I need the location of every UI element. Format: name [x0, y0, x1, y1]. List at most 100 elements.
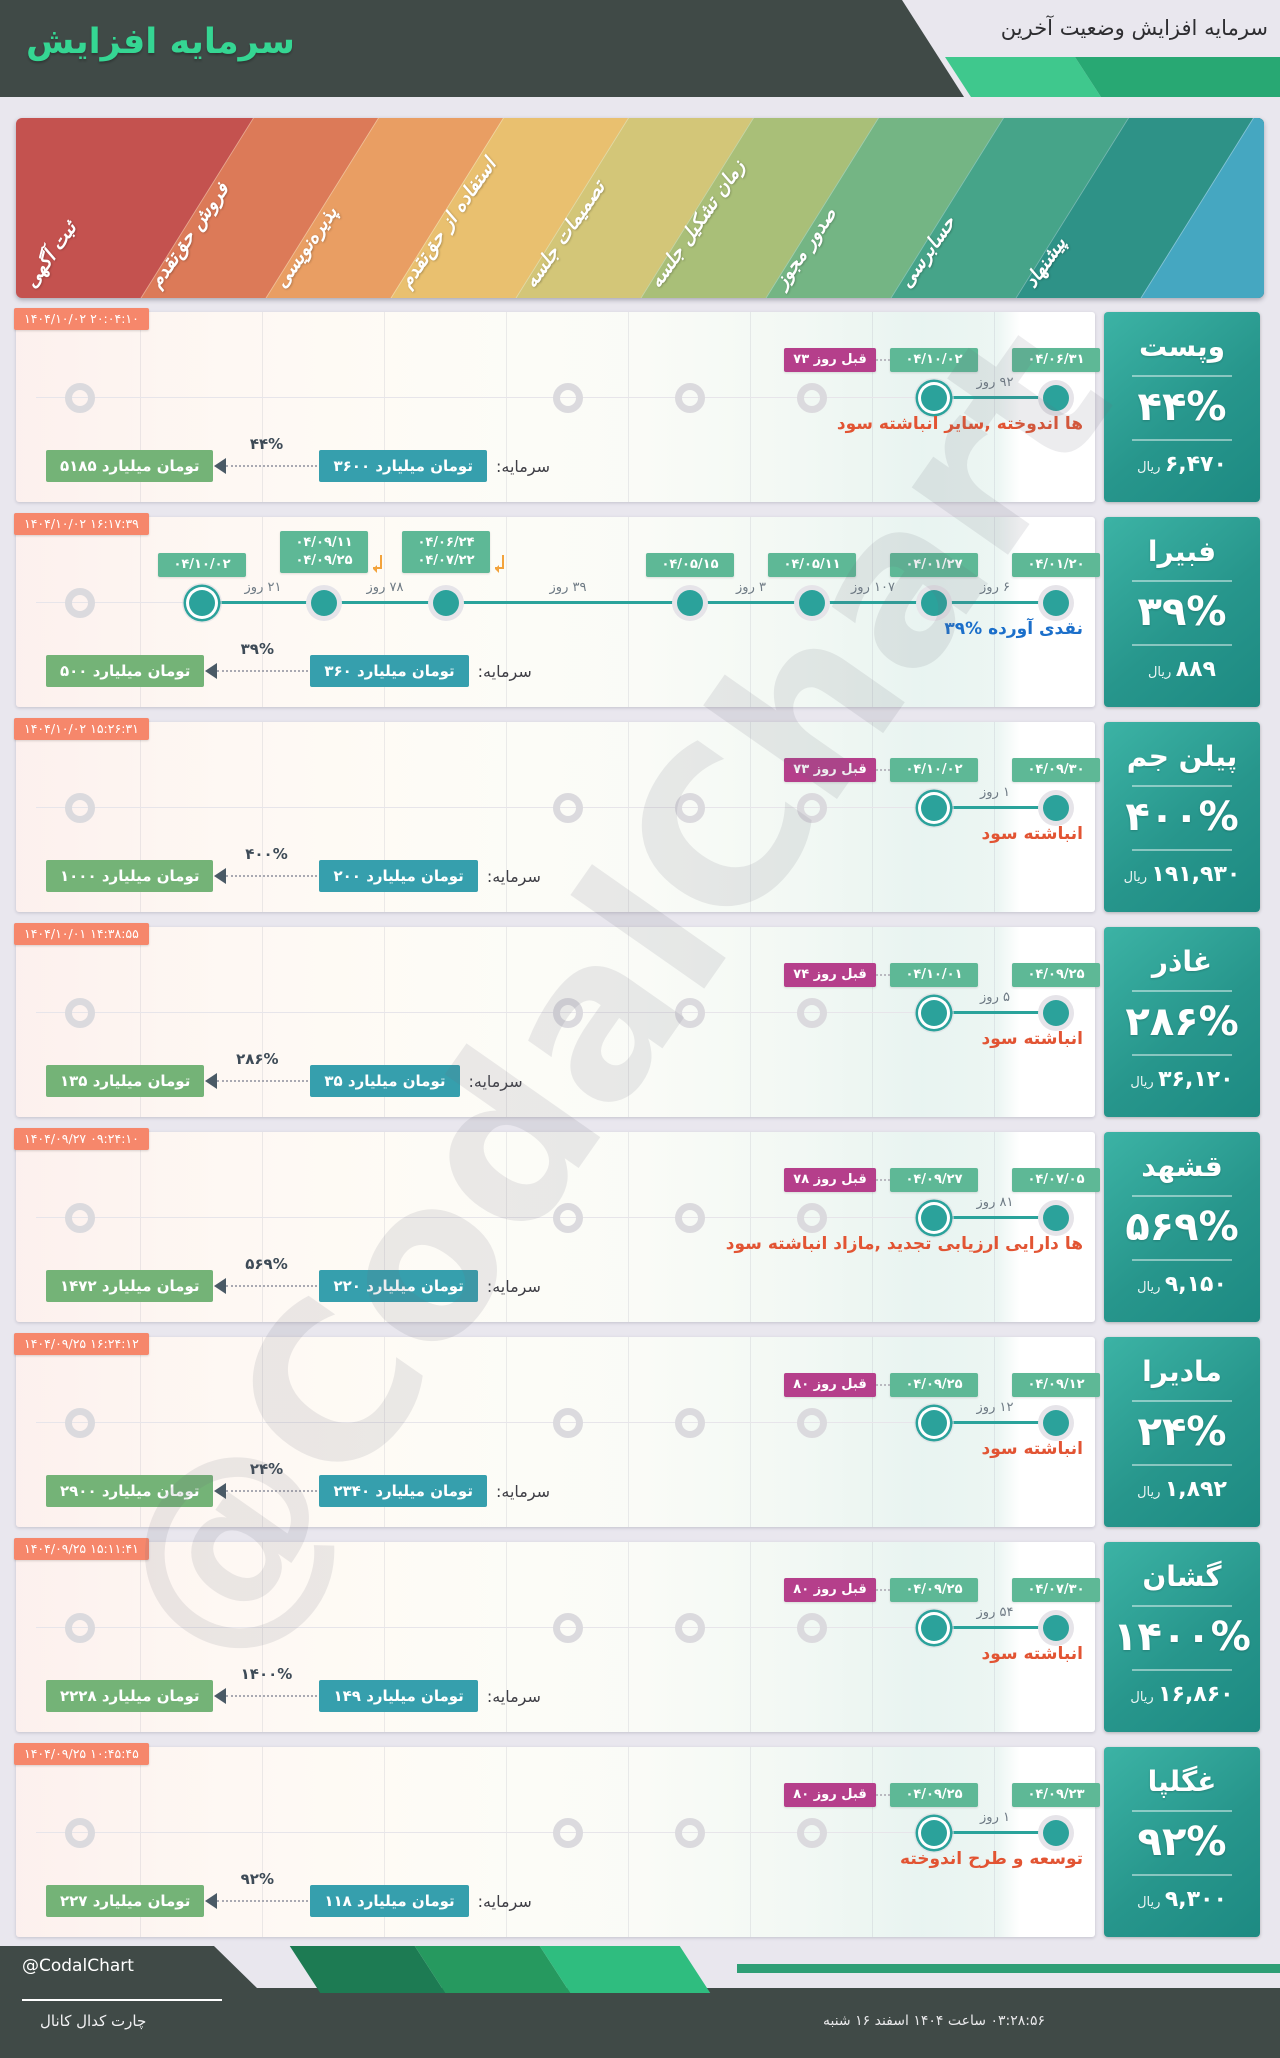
stage-dot-ghost [553, 1408, 583, 1438]
days-ago-badge: ۷۴ روز قبل [784, 963, 876, 987]
capital-label: سرمایه: [495, 456, 551, 476]
company-row: ۱۴۰۴/۱۰/۰۲ ۱۵:۲۶:۳۱ ۰۴/۰۹/۳۰ ۰۴/۱۰/۰۲ ۷۳ رو… [14, 718, 1264, 912]
days-ago-badge: ۸۰ روز قبل [784, 1578, 876, 1602]
date-badge: ۰۴/۰۹/۱۲ [1012, 1373, 1100, 1397]
company-card: ۱۴۰۴/۰۹/۲۵ ۱۶:۲۴:۱۲ ۰۴/۰۹/۱۲ ۰۴/۰۹/۲۵ ۸۰ رو… [14, 1333, 1100, 1527]
capital-percent: ۹۲% [240, 1870, 274, 1888]
company-name: قشهد [1141, 1150, 1223, 1183]
timestamp-badge: ۱۴۰۴/۰۹/۲۷ ۰۹:۲۴:۱۰ [14, 1128, 149, 1150]
date-badge: ۰۴/۰۹/۲۵ [890, 1783, 978, 1807]
date-badge: ۰۴/۰۶/۳۱ [1012, 348, 1100, 372]
stage-dot-current [921, 1820, 947, 1846]
arrow-head-icon [205, 1073, 218, 1089]
price-unit: ریال [1123, 870, 1147, 885]
company-name: غاذر [1151, 945, 1213, 978]
capital-from-badge: ۳۵ میلیارد تومان [310, 1065, 460, 1097]
company-percent: ۱۴۰۰% [1113, 1614, 1251, 1660]
date-badge: ۰۴/۰۷/۳۰ [1012, 1578, 1100, 1602]
arrow-dotted-line [226, 1490, 318, 1492]
footer-datetime: شنبه ۱۶ اسفند ۱۴۰۴ ساعت ۰۳:۲۸:۵۶ [822, 2013, 1045, 2029]
stage-dot-ghost [675, 1408, 705, 1438]
panel-divider [1132, 580, 1232, 582]
capital-arrow: ۲۸۶% [204, 1050, 310, 1099]
stage-dot-ghost [797, 1408, 827, 1438]
panel-divider [1132, 1400, 1232, 1402]
timeline-baseline [36, 1012, 1067, 1013]
panel-divider [1132, 1464, 1232, 1466]
company-name: وپست [1138, 330, 1226, 363]
row-note: اندوخته طرح و توسعه [900, 1849, 1083, 1869]
timestamp-badge: ۱۴۰۴/۱۰/۰۱ ۱۴:۳۸:۵۵ [14, 923, 149, 945]
stage-dot-ghost [797, 1613, 827, 1643]
company-price: ریال ۱۹۱,۹۳۰ [1104, 862, 1260, 887]
panel-divider [1132, 990, 1232, 992]
timeline-baseline [36, 1217, 1067, 1218]
stage-dot-ghost [65, 1203, 95, 1233]
footer-handle: @CodalChart [22, 1956, 134, 1976]
header-green-shape [1075, 57, 1280, 97]
company-row: ۱۴۰۴/۱۰/۰۱ ۱۴:۳۸:۵۵ ۰۴/۰۹/۲۵ ۰۴/۱۰/۰۱ ۷۴ رو… [14, 923, 1264, 1117]
footer-green-line [737, 1964, 1280, 1973]
ago-connector [876, 974, 890, 976]
company-price: ریال ۸۸۹ [1104, 657, 1260, 682]
stage-dot [1043, 1615, 1069, 1641]
price-value: ۶,۴۷۰ [1164, 452, 1227, 477]
panel-divider [1132, 1259, 1232, 1261]
stage-dot [1043, 385, 1069, 411]
arrow-dotted-line [226, 875, 318, 877]
company-percent: ۴۰۰% [1125, 794, 1239, 840]
company-price: ریال ۶,۴۷۰ [1104, 452, 1260, 477]
capital-line: ۲۹۰۰ میلیارد تومان ۲۴% ۲۳۴۰ میلیارد تومان س… [46, 1460, 550, 1509]
gap-days-label: ۱۲ روز [976, 1400, 1014, 1415]
row-note: ۳۹% آورده نقدی [944, 619, 1083, 639]
company-name: فبیرا [1147, 535, 1217, 568]
price-value: ۸۸۹ [1175, 657, 1216, 682]
capital-from-badge: ۳۶۰ میلیارد تومان [310, 655, 469, 687]
company-panel: فبیرا ۳۹% ریال ۸۸۹ [1104, 517, 1260, 707]
company-panel: غاذر ۲۸۶% ریال ۳۶,۱۲۰ [1104, 927, 1260, 1117]
row-note: سود انباشته [981, 1644, 1083, 1664]
company-name: غگلپا [1147, 1765, 1217, 1798]
date-badge: ۰۴/۱۰/۰۱ [890, 963, 978, 987]
timeline-segment [934, 396, 1056, 399]
date-badge: ۰۴/۰۵/۱۵ [646, 553, 734, 577]
date-badge: ۰۴/۰۶/۲۴ ۰۴/۰۷/۲۲ [402, 531, 504, 573]
capital-line: ۵۱۸۵ میلیارد تومان ۴۴% ۳۶۰۰ میلیارد تومان س… [46, 435, 551, 484]
capital-to-badge: ۱۳۵ میلیارد تومان [46, 1065, 205, 1097]
company-row: ۱۴۰۴/۰۹/۲۵ ۱۵:۱۱:۴۱ ۰۴/۰۷/۳۰ ۰۴/۰۹/۲۵ ۸۰ رو… [14, 1538, 1264, 1732]
header-green-shape [945, 57, 1101, 97]
stage-dot-ghost [675, 1613, 705, 1643]
capital-label: سرمایه: [477, 661, 532, 681]
panel-divider [1132, 1605, 1232, 1607]
gap-days-label: ۱ روز [980, 1810, 1010, 1825]
capital-line: ۲۲۷ میلیارد تومان ۹۲% ۱۱۸ میلیارد تومان سرم… [46, 1870, 532, 1919]
arrow-head-icon [214, 1278, 227, 1294]
company-name: جم پیلن [1126, 740, 1238, 773]
capital-percent: ۴۴% [249, 435, 284, 453]
gap-days-label: ۵ روز [980, 990, 1010, 1005]
date-badge: ۰۴/۰۹/۳۰ [1012, 758, 1100, 782]
stage-dot [1043, 1205, 1069, 1231]
stage-dot [1043, 1000, 1069, 1026]
stage-banner: ثبت آگهی فروش حق‌تقدم پذیره‌نویسی استفاده ا… [16, 118, 1264, 298]
stage-dot-current [921, 1205, 947, 1231]
stage-dot-ghost [553, 1818, 583, 1848]
company-price: ریال ۹,۱۵۰ [1104, 1272, 1260, 1297]
price-unit: ریال [1137, 460, 1161, 475]
stage-dot-ghost [797, 1203, 827, 1233]
footer-green-shape [539, 1946, 711, 1993]
timestamp-badge: ۱۴۰۴/۰۹/۲۵ ۱۶:۲۴:۱۲ [14, 1333, 149, 1355]
ago-connector [876, 1589, 890, 1591]
ago-connector [876, 1384, 890, 1386]
stage-dot-ghost [553, 1613, 583, 1643]
panel-divider [1132, 1669, 1232, 1671]
row-note: سود انباشته [981, 1439, 1083, 1459]
capital-from-badge: ۲۰۰ میلیارد تومان [319, 860, 478, 892]
price-value: ۱,۸۹۲ [1164, 1477, 1227, 1502]
date-badge: ۰۴/۰۹/۱۱ ۰۴/۰۹/۲۵ [280, 531, 382, 573]
stage-dot-ghost [65, 998, 95, 1028]
page-subtitle: آخرین وضعیت افزایش سرمایه [1000, 16, 1268, 40]
capital-label: سرمایه: [486, 1686, 541, 1706]
days-ago-badge: ۷۸ روز قبل [784, 1168, 876, 1192]
capital-percent: ۲۸۶% [236, 1050, 279, 1068]
